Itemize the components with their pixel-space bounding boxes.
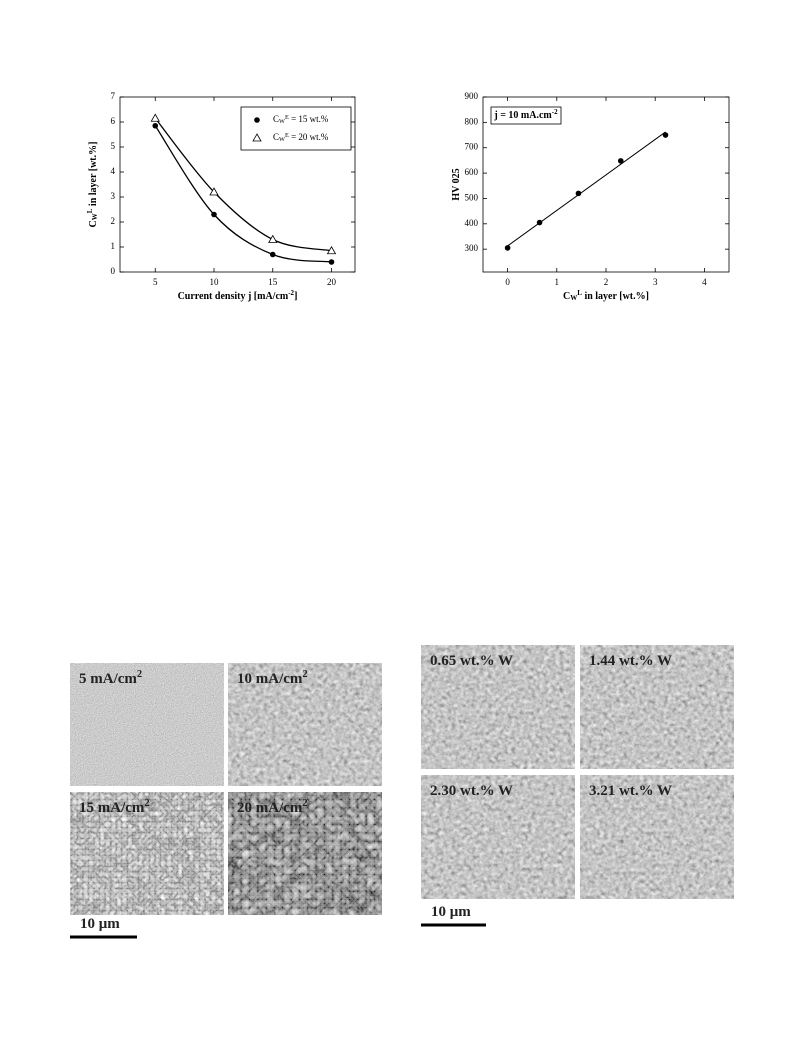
y-tick-label: 7: [111, 91, 116, 101]
data-point: [328, 259, 335, 265]
micrograph-label: 2.30 wt.% W: [430, 783, 513, 799]
x-tick-label: 4: [702, 277, 707, 287]
data-point: [269, 251, 276, 258]
y-axis-label: HV 025: [451, 168, 462, 200]
x-tick-label: 2: [604, 277, 609, 287]
micrograph-label: 5 mA/cm2: [79, 669, 142, 687]
legend-box: [240, 106, 352, 151]
y-tick-label: 800: [465, 116, 479, 126]
micrograph-label: 20 mA/cm2: [237, 798, 308, 816]
data-point: [617, 158, 624, 164]
micrograph: [580, 775, 734, 899]
data-point: [209, 187, 219, 196]
legend-marker: [254, 117, 260, 123]
micrograph: [70, 792, 224, 915]
y-tick-label: 5: [111, 141, 116, 151]
micrograph: [421, 775, 575, 899]
micrograph: [228, 663, 382, 786]
fit-curve: [154, 117, 332, 252]
data-point: [575, 190, 582, 197]
micrograph-panel: 0.65 wt.% W 1.44 wt.% W 2.30 wt.% W 3.21 wt…: [421, 645, 734, 927]
micrograph: [70, 663, 224, 786]
x-tick-label: 0: [505, 277, 510, 287]
annotation-box: [490, 106, 562, 125]
legend-label: CWE = 20 wt.%: [273, 132, 329, 143]
scale-bar-label: 10 μm: [80, 916, 120, 932]
chart: 5 10 15 20 0 1 2 3 4 5 6 7 Current density j [mA/cm-…: [86, 91, 356, 302]
data-point: [536, 219, 543, 226]
data-point: [504, 245, 511, 251]
y-tick-label: 600: [465, 167, 479, 177]
x-tick-label: 3: [653, 277, 658, 287]
chart: 0 1 2 3 4 300 400 500 600 700 800 900 CWL in layer […: [451, 91, 730, 302]
y-tick-label: 700: [465, 142, 479, 152]
data-point: [152, 122, 159, 129]
y-tick-label: 1: [111, 241, 116, 251]
x-tick-label: 15: [268, 277, 278, 287]
micrograph-label: 15 mA/cm2: [79, 798, 150, 816]
x-axis-label: Current density j [mA/cm-2]: [178, 289, 298, 302]
micrograph-label: 1.44 wt.% W: [589, 653, 672, 669]
y-tick-label: 400: [465, 218, 479, 228]
annotation: j = 10 mA.cm-2: [493, 108, 558, 121]
micrograph-panel: 5 mA/cm2 10 mA/cm2 15 mA/cm2 20 mA/cm2 10 μm: [70, 663, 382, 939]
y-tick-label: 6: [111, 116, 116, 126]
micrograph-label: 10 mA/cm2: [237, 669, 308, 687]
x-tick-label: 1: [555, 277, 560, 287]
y-tick-label: 500: [465, 193, 479, 203]
legend-label: CWE = 15 wt.%: [273, 114, 329, 125]
x-tick-label: 5: [153, 277, 158, 287]
data-point: [211, 211, 217, 218]
y-tick-label: 3: [111, 191, 116, 201]
x-tick-label: 10: [210, 277, 220, 287]
y-tick-label: 300: [465, 243, 479, 253]
data-point: [662, 132, 669, 138]
micrograph-label: 3.21 wt.% W: [589, 783, 672, 799]
y-axis-label: CWL in layer [wt.%]: [86, 142, 99, 228]
plot-frame: [119, 96, 356, 273]
fit-line: [507, 131, 666, 247]
y-tick-label: 4: [111, 166, 116, 176]
y-tick-label: 900: [465, 91, 479, 101]
scale-bar-label: 10 μm: [431, 904, 471, 920]
x-axis-label: CWL in layer [wt.%]: [563, 289, 649, 302]
data-point: [150, 113, 160, 122]
data-point: [268, 234, 278, 243]
micrograph: [421, 645, 575, 769]
micrograph: [228, 792, 382, 915]
micrograph-label: 0.65 wt.% W: [430, 653, 513, 669]
data-point: [326, 245, 337, 255]
legend-marker: [252, 133, 262, 142]
y-tick-label: 0: [111, 266, 116, 276]
y-tick-label: 2: [111, 216, 116, 226]
x-tick-label: 20: [327, 277, 337, 287]
micrograph: [580, 645, 734, 769]
fit-curve: [154, 125, 332, 263]
